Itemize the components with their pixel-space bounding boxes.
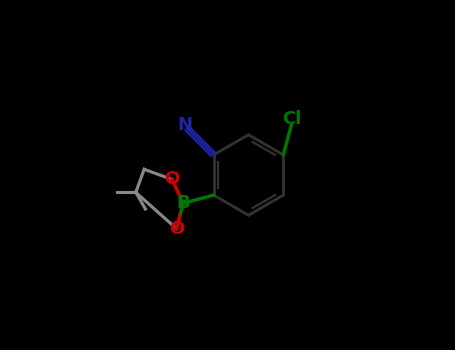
Text: O: O [165,170,180,189]
Text: O: O [169,220,184,238]
Text: N: N [177,116,192,134]
Text: B: B [177,194,190,212]
Text: Cl: Cl [282,110,301,128]
